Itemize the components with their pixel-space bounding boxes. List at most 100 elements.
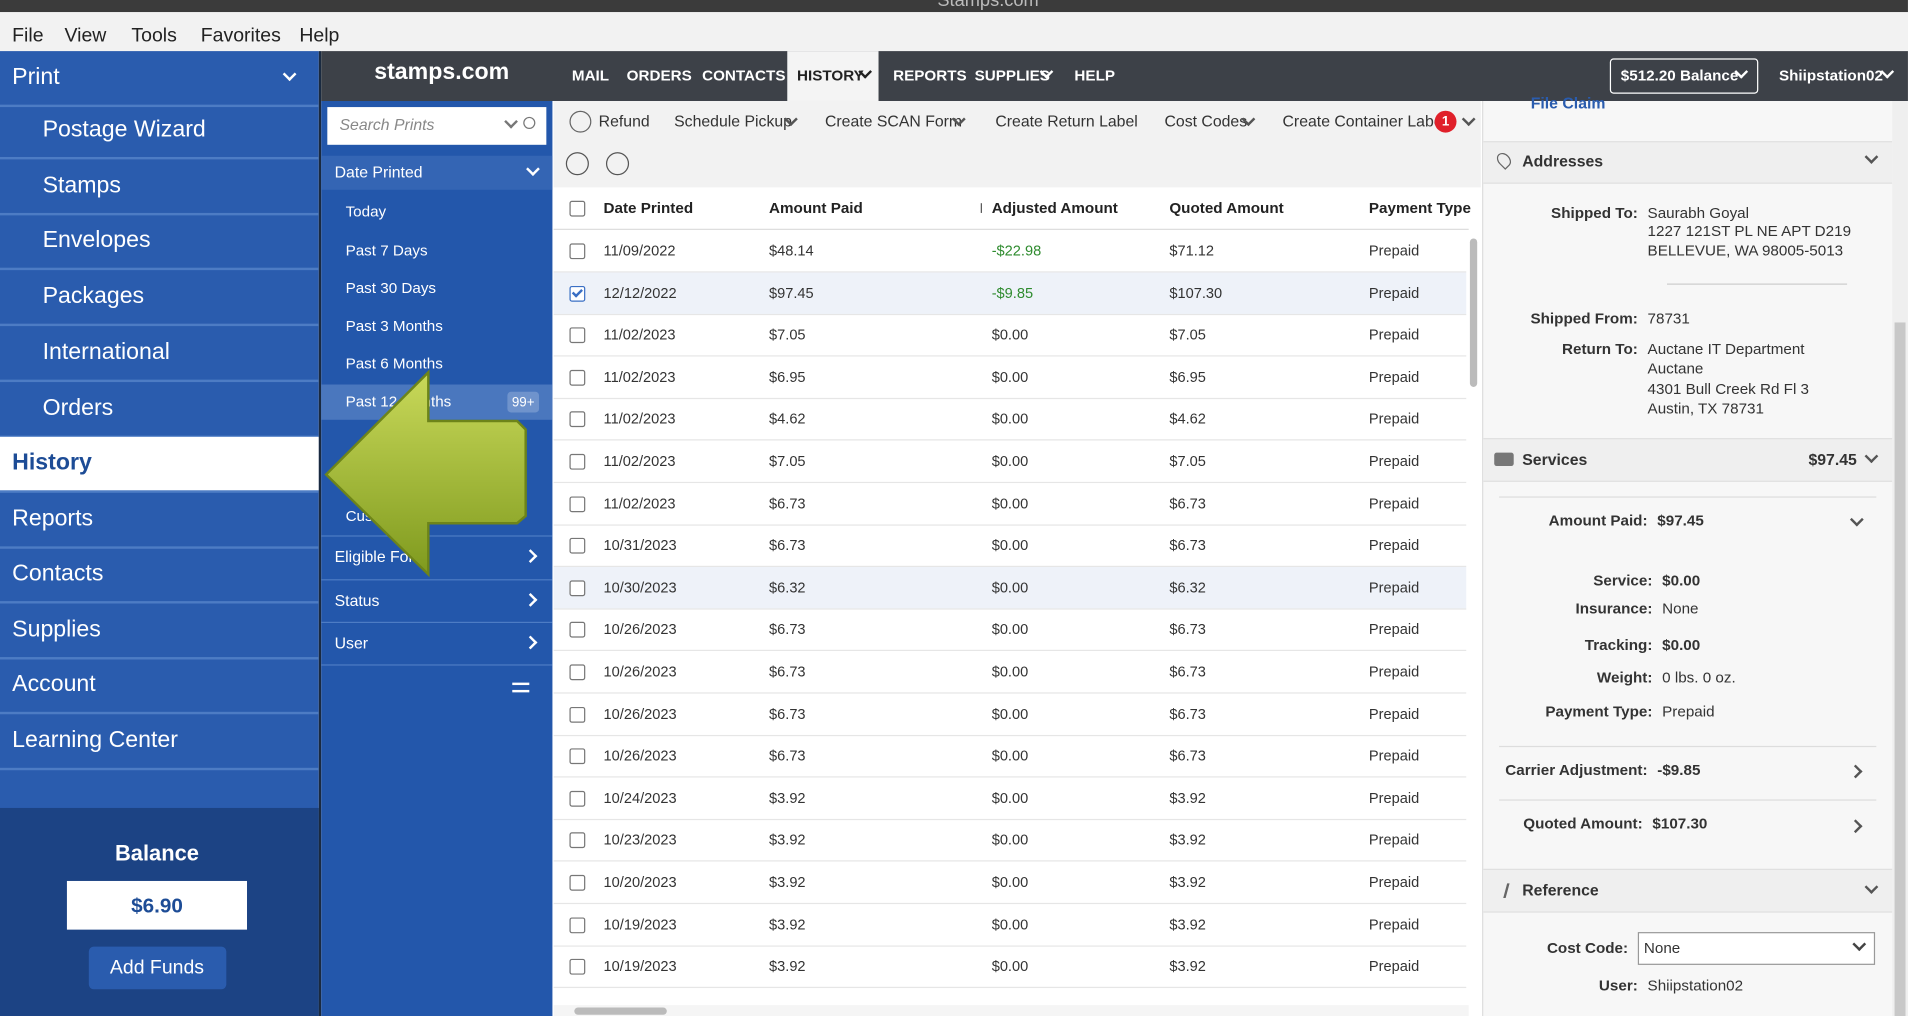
search-box[interactable]	[327, 107, 547, 145]
add-funds-label[interactable]: Add Funds	[109, 957, 205, 979]
toolbar-button[interactable]: Create Return Label	[995, 111, 1138, 131]
filter-header[interactable]: Date Printed	[334, 163, 423, 182]
checkbox[interactable]	[569, 243, 586, 260]
checkbox[interactable]	[569, 580, 586, 596]
checkbox[interactable]	[569, 832, 586, 849]
menu-item[interactable]: View	[64, 25, 107, 47]
balance-button[interactable]	[1609, 58, 1759, 94]
date-range-option[interactable]: Past 3 Months	[345, 317, 443, 335]
nav-item[interactable]: Print	[12, 64, 60, 91]
checkbox[interactable]	[569, 327, 586, 344]
nav-item[interactable]: Orders	[42, 395, 114, 422]
nav-item[interactable]: History	[12, 450, 92, 476]
nav-tab[interactable]: SUPPLIES	[974, 66, 1050, 84]
title-bar	[0, 0, 1908, 13]
nav-item[interactable]: Account	[12, 671, 96, 698]
checkbox[interactable]	[569, 453, 586, 470]
checkbox[interactable]	[569, 538, 586, 554]
toolbar-button[interactable]: Cost Codes	[1164, 111, 1248, 131]
toolbar-button[interactable]: Refund	[598, 111, 650, 131]
date-range-option[interactable]: Today	[345, 203, 387, 221]
section-title[interactable]: Services	[1522, 450, 1588, 469]
column-header[interactable]: Quoted Amount	[1169, 199, 1284, 217]
top-balance[interactable]: $512.20 Balance	[1620, 66, 1739, 84]
nav-tab[interactable]: CONTACTS	[702, 66, 786, 84]
date-range-option[interactable]: Custom Range	[345, 507, 448, 525]
toolbar-button[interactable]: Create SCAN Form	[824, 111, 963, 131]
field-label: Cost Code:	[1546, 939, 1629, 957]
date-range-option[interactable]: Past 30 Days	[345, 279, 437, 297]
checkbox[interactable]	[569, 622, 586, 639]
menu-item[interactable]: Favorites	[200, 25, 281, 47]
divider	[1667, 283, 1848, 285]
section-header	[1483, 141, 1893, 184]
select-value[interactable]: None	[1643, 939, 1681, 957]
nav-tab[interactable]: MAIL	[571, 66, 610, 84]
nav-item[interactable]: Supplies	[12, 616, 101, 643]
row-border	[553, 608, 1467, 610]
checkbox[interactable]	[569, 369, 586, 386]
checkbox[interactable]	[569, 495, 586, 512]
search-input[interactable]: Search Prints	[339, 115, 435, 134]
table-cell: $0.00	[991, 326, 1029, 344]
nav-item[interactable]: Packages	[42, 283, 145, 310]
toolbar-button[interactable]: Schedule Pickup	[674, 111, 792, 131]
add-funds-button[interactable]	[88, 946, 227, 990]
checkbox[interactable]	[569, 664, 586, 681]
filter-group[interactable]: User	[334, 633, 369, 653]
checkbox[interactable]	[569, 200, 586, 217]
file-claim-link[interactable]: File Claim	[1530, 93, 1606, 112]
nav-item[interactable]: Contacts	[12, 560, 104, 587]
checkbox[interactable]	[569, 916, 586, 933]
nav-item[interactable]: Postage Wizard	[42, 116, 206, 143]
toolbar-button[interactable]: Create Container Label	[1282, 111, 1447, 131]
section-title[interactable]: Addresses	[1522, 152, 1604, 171]
checkbox[interactable]	[569, 706, 586, 723]
field-label: Return To:	[1562, 340, 1638, 358]
table-cell: Prepaid	[1368, 410, 1420, 428]
nav-item[interactable]: Stamps	[42, 172, 121, 199]
table-cell: Prepaid	[1368, 621, 1420, 639]
table-cell: Prepaid	[1368, 368, 1420, 386]
edit-icon[interactable]	[605, 152, 630, 176]
table-cell: 11/02/2023	[603, 452, 676, 470]
date-range-option[interactable]: Past 6 Months	[345, 355, 443, 373]
nav-item[interactable]: Learning Center	[12, 727, 178, 754]
filter-group[interactable]: Status	[334, 591, 380, 610]
upload-icon[interactable]	[565, 152, 589, 176]
nav-tab[interactable]: ORDERS	[626, 66, 692, 84]
checkbox[interactable]	[569, 790, 586, 807]
nav-item[interactable]: International	[42, 339, 170, 366]
nav-tab[interactable]: HISTORY	[797, 66, 864, 84]
checkbox[interactable]	[569, 748, 586, 765]
logo[interactable]: stamps.com	[374, 59, 510, 86]
table-cell: $6.73	[769, 747, 806, 765]
divider	[321, 579, 553, 581]
column-header[interactable]: Amount Paid	[769, 199, 863, 217]
column-header[interactable]: Payment Type	[1368, 199, 1471, 217]
checkbox[interactable]	[569, 285, 586, 302]
collapse-icon[interactable]	[512, 682, 530, 693]
field-value: Saurabh Goyal	[1647, 204, 1750, 222]
field-label: Shipped To:	[1551, 204, 1638, 222]
date-range-option[interactable]: Past 12 Months	[345, 393, 452, 411]
nav-tab[interactable]: REPORTS	[893, 66, 967, 84]
filter-group[interactable]: Eligible For	[334, 547, 414, 566]
date-range-option[interactable]: Past 7 Days	[345, 242, 428, 260]
menu-item[interactable]: Tools	[131, 25, 177, 47]
column-header[interactable]: Adjusted Amount	[991, 199, 1118, 217]
menu-item[interactable]: Help	[299, 25, 340, 47]
user-menu[interactable]: Shiipstation02	[1778, 66, 1883, 84]
cost-code-select[interactable]	[1637, 932, 1876, 965]
table-cell: 10/31/2023	[603, 536, 677, 554]
checkmark	[571, 285, 583, 298]
menu-item[interactable]: File	[12, 25, 44, 47]
checkbox[interactable]	[569, 959, 586, 975]
nav-tab[interactable]: HELP	[1074, 66, 1116, 84]
checkbox[interactable]	[569, 411, 586, 428]
checkbox[interactable]	[569, 874, 586, 891]
nav-item[interactable]: Envelopes	[42, 227, 151, 254]
column-header[interactable]: Date Printed	[603, 199, 694, 217]
section-title[interactable]: Reference	[1522, 880, 1599, 900]
nav-item[interactable]: Reports	[12, 506, 94, 532]
